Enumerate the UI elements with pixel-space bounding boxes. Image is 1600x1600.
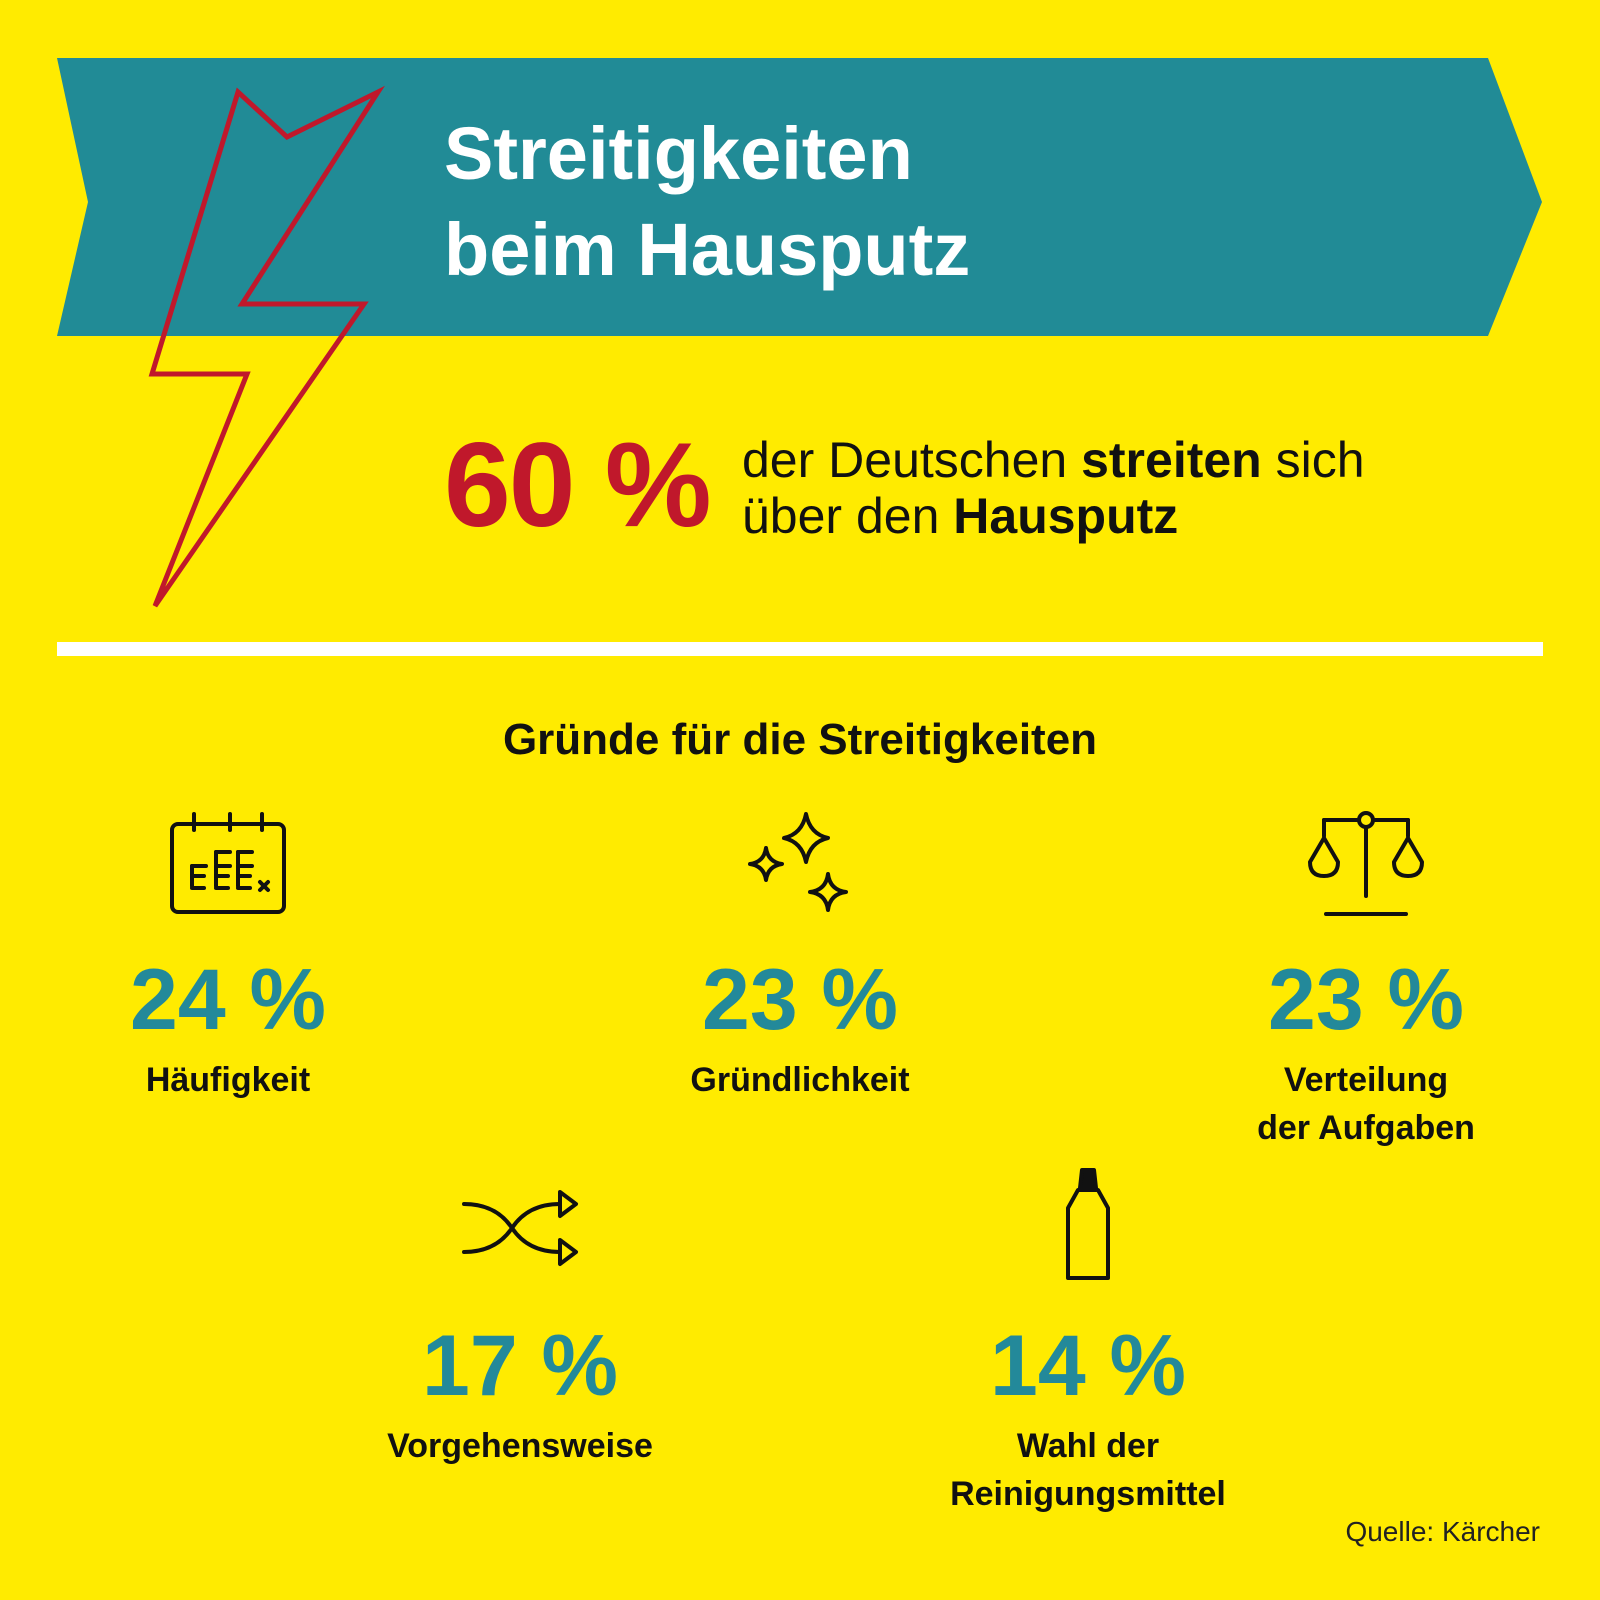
sparkle-icon xyxy=(748,812,848,912)
shuffle-icon xyxy=(462,1190,578,1266)
scale-icon xyxy=(1308,811,1424,916)
headline-text-part: der Deutschen xyxy=(742,432,1082,488)
banner-ribbon xyxy=(57,58,1542,336)
page-title: Streitigkeiten beim Hausputz xyxy=(444,106,970,298)
calendar-icon xyxy=(170,812,286,914)
headline-bold-word: streiten xyxy=(1081,432,1262,488)
divider xyxy=(57,642,1543,656)
section-title: Gründe für die Streitigkeiten xyxy=(502,715,1098,764)
lightning-bolt-icon xyxy=(148,85,385,608)
bottle-icon xyxy=(1066,1168,1110,1280)
headline-line-2: über den Hausputz xyxy=(742,488,1365,544)
stat-label-line-2: Reinigungsmittel xyxy=(950,1475,1226,1513)
title-banner xyxy=(57,58,1542,608)
source-note: Quelle: Kärcher xyxy=(1345,1516,1540,1547)
stat-label: Gründlichkeit xyxy=(600,1056,1000,1104)
title-line-1: Streitigkeiten xyxy=(444,112,913,195)
headline-percent: 60 % xyxy=(444,418,712,552)
stat-label-line-1: Verteilung xyxy=(1283,1061,1449,1099)
stat-percent: 24 % xyxy=(129,952,327,1048)
headline-text-part: sich xyxy=(1261,432,1365,488)
title-line-2: beim Hausputz xyxy=(444,208,971,291)
headline-text: der Deutschen streiten sich über den Hau… xyxy=(742,432,1365,544)
stat-percent: 23 % xyxy=(701,952,899,1048)
headline-bold-word: Hausputz xyxy=(953,488,1179,544)
stat-label-line-1: Wahl der xyxy=(1016,1427,1160,1465)
stat-label: Wahl der Reinigungsmittel xyxy=(888,1422,1288,1518)
headline-line-1: der Deutschen streiten sich xyxy=(742,432,1365,488)
stat-percent: 14 % xyxy=(989,1318,1187,1414)
stat-label-line-1: Gründlichkeit xyxy=(690,1061,910,1099)
stat-label-line-2: der Aufgaben xyxy=(1257,1109,1475,1147)
stat-percent: 23 % xyxy=(1267,952,1465,1048)
stat-label-line-1: Vorgehensweise xyxy=(387,1427,653,1465)
stat-label-line-1: Häufigkeit xyxy=(145,1061,311,1099)
stat-label: Vorgehensweise xyxy=(320,1422,720,1470)
stat-label: Häufigkeit xyxy=(28,1056,428,1104)
headline-text-part: über den xyxy=(742,488,954,544)
stat-percent: 17 % xyxy=(421,1318,619,1414)
stat-label: Verteilung der Aufgaben xyxy=(1166,1056,1566,1152)
